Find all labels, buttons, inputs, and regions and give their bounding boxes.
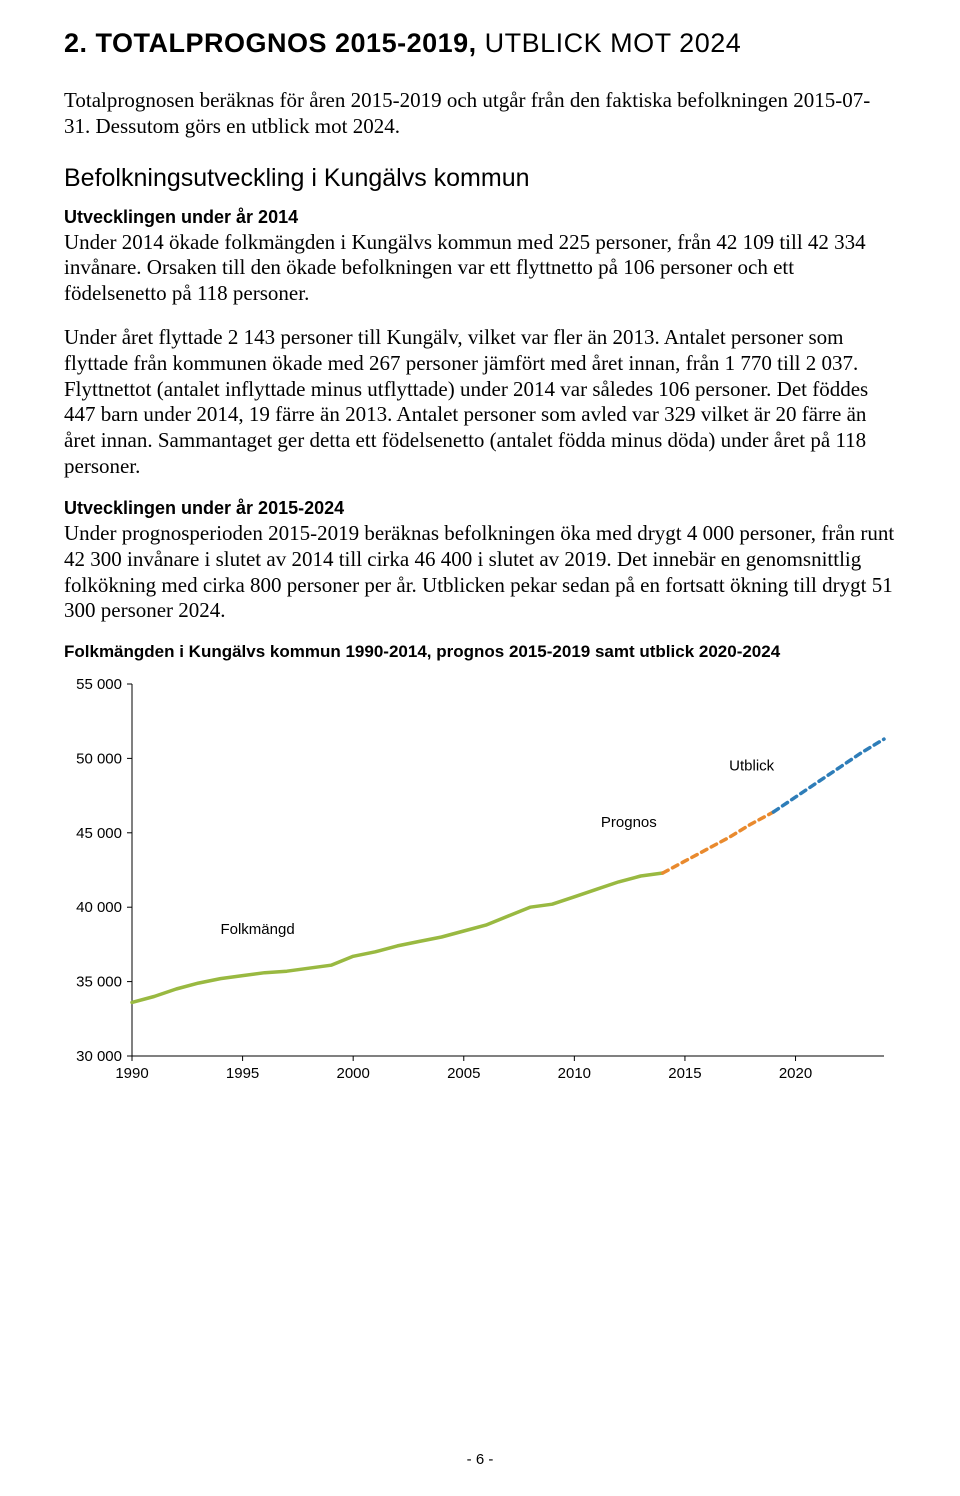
page-number: - 6 - — [0, 1451, 960, 1468]
svg-text:1990: 1990 — [115, 1065, 148, 1082]
intro-paragraph: Totalprognosen beräknas för åren 2015-20… — [64, 87, 896, 140]
svg-text:45 000: 45 000 — [76, 825, 122, 842]
paragraph-2014-b: Under året flyttade 2 143 personer till … — [64, 325, 896, 480]
chart-caption: Folkmängden i Kungälvs kommun 1990-2014,… — [64, 642, 896, 662]
section-heading: Befolkningsutveckling i Kungälvs kommun — [64, 164, 896, 193]
svg-text:2005: 2005 — [447, 1065, 480, 1082]
svg-text:Utblick: Utblick — [729, 758, 775, 775]
svg-text:40 000: 40 000 — [76, 899, 122, 916]
svg-text:Prognos: Prognos — [601, 814, 657, 831]
svg-text:Folkmängd: Folkmängd — [220, 921, 294, 938]
paragraph-2015-2024: Under prognosperioden 2015-2019 beräknas… — [64, 521, 896, 624]
svg-text:2000: 2000 — [336, 1065, 369, 1082]
subsection-heading-2014: Utvecklingen under år 2014 — [64, 207, 896, 228]
svg-text:35 000: 35 000 — [76, 974, 122, 991]
population-chart: 30 000 35 000 40 000 45 000 50 000 55 000 1990… — [64, 676, 896, 1096]
paragraph-2014-a: Under 2014 ökade folkmängden i Kungälvs … — [64, 230, 896, 307]
svg-text:2020: 2020 — [779, 1065, 812, 1082]
svg-text:2010: 2010 — [558, 1065, 591, 1082]
page-title-main: 2. TOTALPROGNOS 2015-2019, — [64, 28, 485, 58]
svg-text:55 000: 55 000 — [76, 676, 122, 693]
svg-text:2015: 2015 — [668, 1065, 701, 1082]
svg-text:30 000: 30 000 — [76, 1048, 122, 1065]
chart-svg: 30 000 35 000 40 000 45 000 50 000 55 000 1990… — [64, 676, 896, 1096]
page-title-sub: UTBLICK MOT 2024 — [485, 28, 742, 58]
svg-text:1995: 1995 — [226, 1065, 259, 1082]
page-title-row: 2. TOTALPROGNOS 2015-2019, UTBLICK MOT 2… — [64, 28, 896, 59]
svg-text:50 000: 50 000 — [76, 751, 122, 768]
subsection-heading-2015-2024: Utvecklingen under år 2015-2024 — [64, 498, 896, 519]
